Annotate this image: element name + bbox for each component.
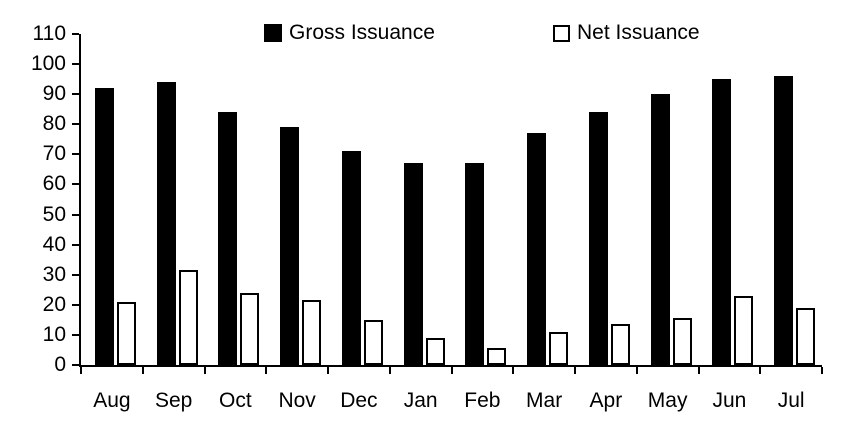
x-axis-label: May — [647, 389, 688, 412]
x-axis — [79, 365, 822, 367]
legend-label-gross-issuance: Gross Issuance — [289, 21, 435, 44]
y-axis-tick-label: 110 — [32, 22, 66, 45]
y-axis-tick-label: 50 — [42, 202, 66, 226]
x-axis-tick — [141, 367, 144, 374]
y-axis-tick — [72, 243, 79, 246]
gross-bar-feb — [465, 163, 485, 365]
net-bar-jan — [425, 337, 445, 365]
y-axis — [79, 34, 81, 367]
gross-bar-mar — [527, 133, 547, 365]
legend-label-net-issuance: Net Issuance — [577, 21, 700, 44]
y-axis-tick — [72, 63, 79, 66]
gross-bar-nov — [280, 127, 300, 365]
gross-bar-dec — [341, 151, 361, 365]
gross-bar-apr — [588, 112, 608, 365]
net-bar-nov — [302, 300, 322, 365]
x-axis-label: Dec — [340, 389, 378, 412]
gross-bar-may — [650, 94, 670, 365]
x-axis-tick — [512, 367, 515, 374]
gross-bar-aug — [94, 88, 114, 365]
x-axis-tick — [450, 367, 453, 374]
y-axis-tick-label: 70 — [42, 142, 66, 166]
x-axis-label: Jun — [712, 389, 747, 412]
x-axis-label: Mar — [526, 389, 563, 412]
y-axis-tick-label: 60 — [42, 172, 66, 196]
net-bar-apr — [610, 324, 630, 365]
x-axis-tick — [759, 367, 762, 374]
y-axis-tick — [72, 93, 79, 96]
y-axis-tick-label: 80 — [42, 112, 66, 136]
y-axis-tick — [72, 33, 79, 35]
gross-bar-jan — [403, 163, 423, 365]
y-axis-tick — [72, 213, 79, 216]
y-axis-tick-label: 20 — [42, 292, 66, 316]
gross-bar-jun — [712, 79, 732, 365]
x-axis-tick — [80, 367, 82, 374]
x-axis-tick — [574, 367, 576, 374]
net-bar-dec — [363, 319, 383, 365]
y-axis-tick — [72, 333, 79, 336]
gross-bar-jul — [774, 76, 794, 365]
x-axis-tick — [821, 367, 823, 374]
x-axis-label: Apr — [589, 389, 623, 412]
x-axis-label: Jan — [403, 389, 438, 412]
x-axis-tick — [697, 367, 700, 374]
net-bar-oct — [240, 292, 260, 365]
net-bar-may — [672, 318, 692, 365]
x-axis-label: Aug — [93, 389, 131, 412]
net-bar-feb — [487, 348, 507, 365]
x-axis-label: Sep — [154, 389, 193, 412]
x-axis-label: Oct — [219, 389, 252, 412]
y-axis-tick — [72, 183, 79, 186]
gross-issuance-swatch-icon — [264, 24, 282, 42]
y-axis-tick — [72, 364, 79, 366]
y-axis-tick-label: 10 — [42, 322, 66, 346]
x-axis-tick — [388, 367, 391, 374]
legend-item-gross-issuance: Gross Issuance — [264, 21, 435, 45]
net-bar-sep — [178, 270, 198, 365]
x-axis-tick — [203, 367, 206, 374]
x-axis-label: Nov — [278, 389, 316, 412]
y-axis-tick-label: 40 — [42, 232, 66, 256]
y-axis-tick-label: 100 — [30, 52, 66, 76]
y-axis-tick-label: 30 — [42, 262, 66, 286]
net-bar-mar — [549, 331, 569, 365]
net-bar-jul — [796, 307, 816, 365]
net-bar-aug — [116, 301, 136, 365]
y-axis-tick — [72, 303, 79, 306]
x-axis-label: Feb — [464, 389, 501, 412]
x-axis-tick — [635, 367, 638, 374]
gross-bar-sep — [156, 82, 176, 365]
net-bar-jun — [734, 295, 754, 365]
x-axis-tick — [265, 367, 268, 374]
x-axis-tick — [327, 367, 329, 374]
x-axis-label: Jul — [777, 389, 805, 412]
net-issuance-swatch-icon — [553, 24, 570, 42]
y-axis-tick-label: 0 — [54, 353, 66, 376]
legend-item-net-issuance: Net Issuance — [553, 21, 700, 45]
y-axis-tick — [72, 153, 79, 156]
y-axis-tick — [72, 123, 79, 126]
gross-bar-oct — [218, 112, 238, 365]
y-axis-tick-label: 90 — [42, 82, 66, 106]
y-axis-tick — [72, 273, 79, 276]
